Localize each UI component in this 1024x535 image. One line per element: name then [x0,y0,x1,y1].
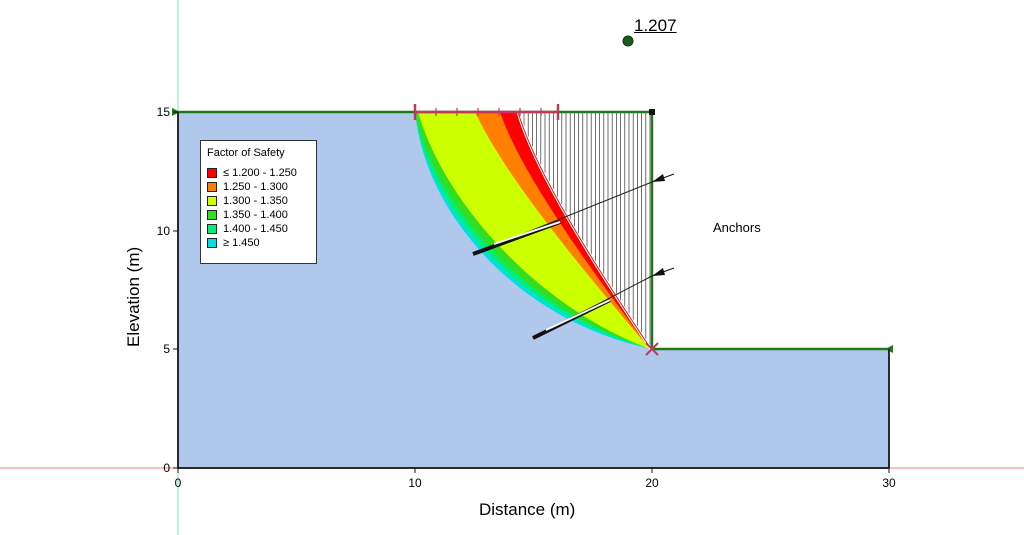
legend-swatch [207,196,217,206]
slice-lines [523,112,651,348]
anchor-lower-arrow [652,268,665,276]
legend-item: ≤ 1.200 - 1.250 [207,166,310,180]
legend-label: 1.300 - 1.350 [223,195,288,207]
toe-marker-b [645,342,659,356]
anchor-upper [472,173,675,256]
anchor-lower [532,267,675,340]
critical-slip-surface-outline [517,111,652,350]
anchor-lower-bond-core [545,299,611,331]
minimum-fos-label: 1.207 [634,16,677,35]
y-axis-title: Elevation (m) [124,246,143,347]
legend-label: ≥ 1.450 [223,237,260,249]
vertex-marker [649,109,655,115]
y-tick-label: 5 [163,342,170,356]
fos-legend: Factor of Safety ≤ 1.200 - 1.250 1.250 -… [200,140,317,264]
legend-swatch [207,210,217,220]
legend-item: 1.400 - 1.450 [207,222,310,236]
y-tick-label: 0 [163,461,170,475]
x-axis-title: Distance (m) [479,500,576,519]
x-tick-label: 30 [882,476,896,490]
legend-swatch [207,238,217,248]
legend-item: ≥ 1.450 [207,236,310,250]
legend-title: Factor of Safety [207,147,285,159]
legend-swatch [207,182,217,192]
legend-item: 1.350 - 1.400 [207,208,310,222]
x-tick-label: 20 [645,476,659,490]
legend-label: 1.250 - 1.300 [223,181,288,193]
legend-swatch [207,224,217,234]
slip-center-marker [622,35,634,47]
legend-item: 1.300 - 1.350 [207,194,310,208]
sliding-mass [518,112,652,349]
tick-marks [173,111,890,473]
legend-label: 1.350 - 1.400 [223,209,288,221]
x-tick-label: 10 [408,476,422,490]
anchor-upper-bond-core [493,221,561,245]
anchor-upper-arrow [652,174,665,182]
legend-swatch [207,168,217,178]
legend-label: 1.400 - 1.450 [223,223,288,235]
legend-item: 1.250 - 1.300 [207,180,310,194]
x-tick-label: 0 [175,476,182,490]
legend-label: ≤ 1.200 - 1.250 [223,167,297,179]
y-tick-label: 15 [157,105,171,119]
y-tick-label: 10 [157,224,171,238]
anchors-label: Anchors [713,220,761,235]
search-limit-ticks [435,108,542,116]
